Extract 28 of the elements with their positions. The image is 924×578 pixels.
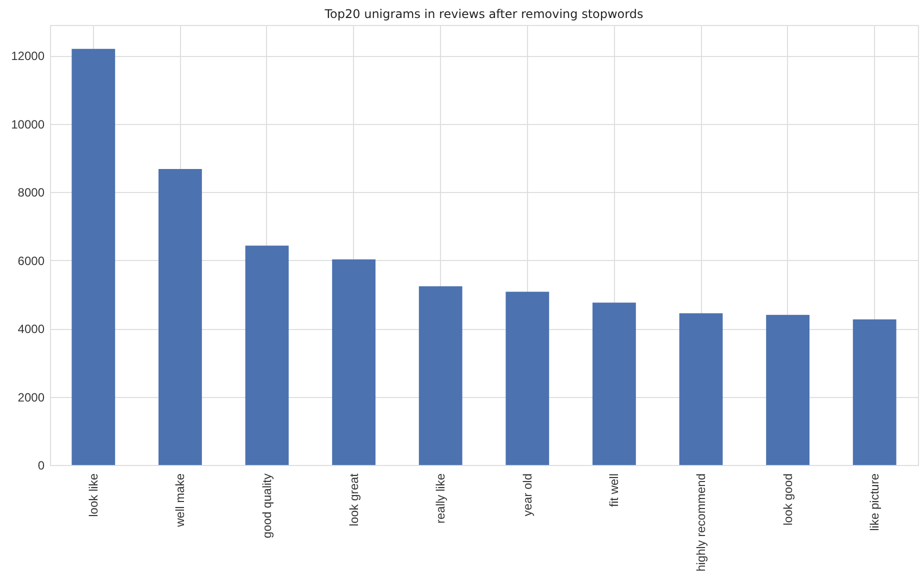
- bar: [592, 302, 636, 465]
- bar: [766, 314, 810, 465]
- y-tick-label: 6000: [18, 254, 45, 268]
- bar: [418, 286, 462, 465]
- y-tick-label: 4000: [18, 322, 45, 336]
- x-tick-label: well make: [173, 473, 188, 528]
- y-tick-label: 10000: [11, 117, 45, 132]
- x-tick-label: look great: [346, 472, 361, 526]
- bar: [332, 259, 376, 465]
- x-tick-label: fit well: [607, 474, 622, 507]
- x-tick-label: like picture: [868, 473, 882, 531]
- y-tick-label: 12000: [11, 49, 45, 64]
- bar: [679, 313, 723, 465]
- bar: [245, 246, 289, 465]
- x-tick-label: look like: [86, 473, 100, 517]
- bar: [852, 319, 896, 465]
- x-tick-label: look good: [780, 474, 795, 526]
- bar: [158, 168, 202, 465]
- chart-title: Top20 unigrams in reviews after removing stopwords: [324, 7, 644, 21]
- bar: [72, 48, 116, 465]
- y-tick-label: 8000: [18, 186, 45, 200]
- y-tick-label: 0: [38, 458, 45, 472]
- x-tick-label: good quality: [260, 474, 274, 538]
- x-tick-label: year old: [520, 474, 534, 516]
- y-tick-label: 2000: [18, 390, 45, 404]
- x-tick-label: really like: [434, 473, 448, 524]
- bar: [506, 292, 550, 465]
- x-tick-label: highly recommend: [694, 474, 708, 572]
